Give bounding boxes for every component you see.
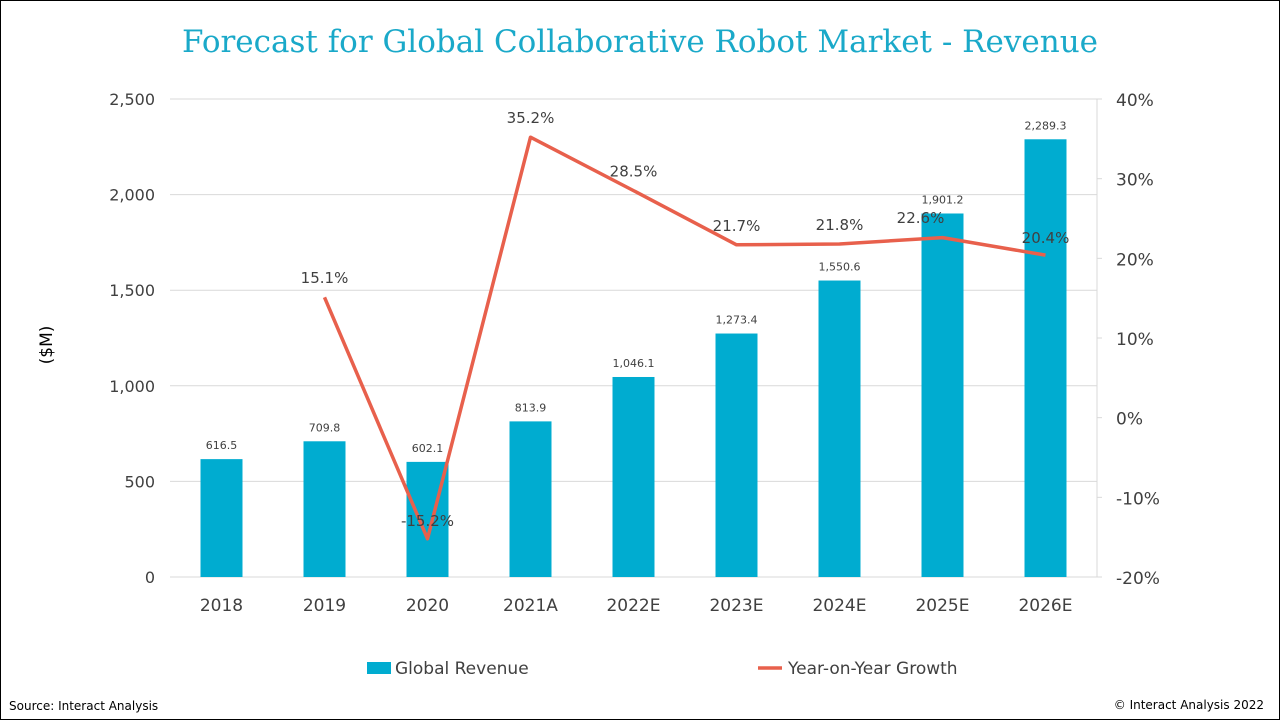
growth-data-label: 22.6% [897,209,945,227]
y-axis-label: ($M) [37,326,57,365]
bar-data-label: 602.1 [412,442,444,455]
bar-2019 [303,441,346,577]
x-tick-label: 2019 [303,596,346,616]
y2-tick-label: 0% [1116,410,1143,430]
y-tick-label: 2,000 [109,186,155,205]
growth-data-label: -15.2% [401,512,454,530]
bar-data-label: 1,273.4 [716,314,758,327]
y2-tick-label: 40% [1116,91,1154,111]
growth-data-label: 21.8% [816,216,864,234]
bar-data-label: 1,901.2 [922,193,964,206]
source-note: Source: Interact Analysis [9,699,159,713]
x-tick-label: 2021A [503,596,558,616]
bar-2021A [509,421,552,577]
x-tick-label: 2023E [709,596,763,616]
bar-2026E [1024,139,1067,578]
legend-swatch-revenue [367,662,391,674]
y2-tick-label: 10% [1116,330,1154,350]
y2-tick-label: -20% [1116,569,1160,589]
bar-data-label: 709.8 [309,421,341,434]
bar-2024E [818,280,861,577]
bar-2025E [921,213,964,578]
x-tick-label: 2018 [200,596,243,616]
chart-title: Forecast for Global Collaborative Robot … [182,24,1098,60]
legend-label-revenue: Global Revenue [395,659,529,679]
copyright-note: © Interact Analysis 2022 [1113,698,1264,712]
bar-2018 [200,459,243,577]
x-tick-label: 2026E [1018,596,1072,616]
x-tick-label: 2020 [406,596,449,616]
bar-data-label: 813.9 [515,401,547,414]
x-tick-label: 2022E [606,596,660,616]
y-tick-label: 1,000 [109,377,155,396]
legend-label-growth: Year-on-Year Growth [787,659,958,679]
growth-data-label: 20.4% [1022,229,1070,247]
bar-data-label: 616.5 [206,439,238,452]
bar-data-label: 1,550.6 [819,261,861,274]
bar-data-label: 2,289.3 [1025,119,1067,132]
y-tick-label: 0 [145,568,155,587]
x-tick-label: 2024E [812,596,866,616]
growth-data-label: 35.2% [507,109,555,127]
y2-tick-label: 20% [1116,250,1154,270]
growth-data-label: 15.1% [301,269,349,287]
bar-data-label: 1,046.1 [613,357,655,370]
growth-data-label: 21.7% [713,217,761,235]
growth-data-label: 28.5% [610,163,658,181]
y-tick-label: 2,500 [109,90,155,109]
growth-line [322,135,1046,541]
y-tick-label: 500 [124,472,155,491]
y-tick-label: 1,500 [109,281,155,300]
y2-tick-label: -10% [1116,489,1160,509]
bar-2022E [612,376,655,577]
y2-tick-label: 30% [1116,171,1154,191]
bar-2023E [715,333,758,577]
x-tick-label: 2025E [915,596,969,616]
